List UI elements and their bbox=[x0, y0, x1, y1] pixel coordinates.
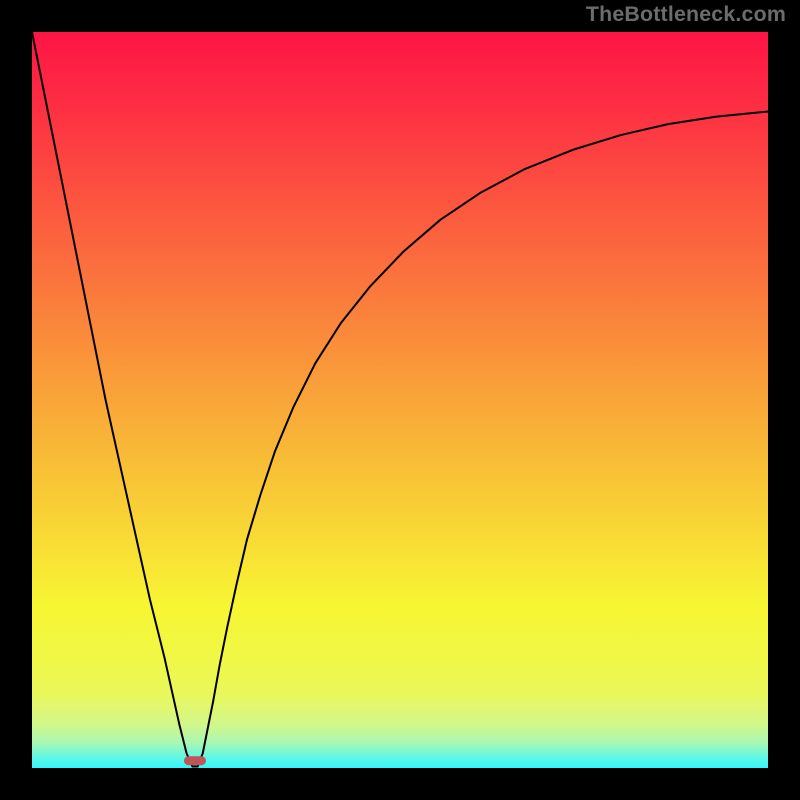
bottleneck-curve bbox=[32, 32, 768, 768]
plot bbox=[32, 32, 768, 768]
bottleneck-marker bbox=[184, 756, 206, 766]
attribution-text: TheBottleneck.com bbox=[586, 2, 786, 27]
plot-frame bbox=[32, 32, 768, 768]
chart-container: TheBottleneck.com bbox=[0, 0, 800, 800]
